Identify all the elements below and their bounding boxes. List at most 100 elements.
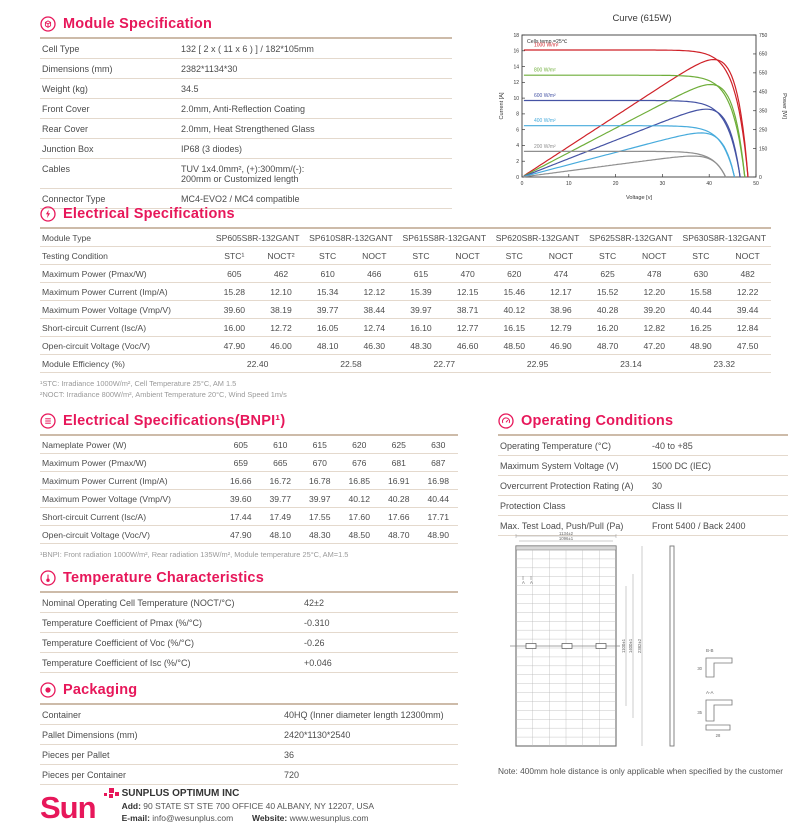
row-label: Module Efficiency (%) (40, 354, 211, 373)
table-row: Container 40HQ (Inner diameter length 123… (40, 704, 458, 725)
table-row: Pieces per Container 720 (40, 764, 458, 785)
row-value: 16.78 (300, 471, 340, 490)
module-name: SP615S8R-132GANT (397, 228, 491, 247)
stc-value: 39.60 (211, 300, 258, 319)
row-value: 30 (650, 475, 788, 496)
stc-value: 39.97 (397, 300, 445, 319)
table-row: Junction Box IP68 (3 diodes) (40, 138, 452, 159)
section-electrical-bnpi: Electrical Specifications(BNPI¹) Namepla… (40, 413, 458, 560)
noct-value: 12.10 (257, 282, 305, 301)
row-value: 34.5 (179, 78, 452, 99)
row-value: 620 (339, 435, 379, 454)
noct-value: 46.30 (350, 336, 398, 355)
footnote-noct: ²NOCT: Irradiance 800W/m², Ambient Tempe… (40, 390, 287, 400)
condition-header: NOCT (350, 246, 398, 265)
condition-header: STC (677, 246, 725, 265)
noct-value: 38.96 (537, 300, 585, 319)
svg-text:20: 20 (613, 181, 619, 187)
row-label: Dimensions (mm) (40, 58, 179, 79)
company-address: Add: 90 STATE ST STE 700 OFFICE 40 ALBAN… (122, 801, 374, 811)
row-value: 17.60 (339, 507, 379, 526)
column-header: Testing Condition (40, 246, 211, 265)
stc-value: 48.30 (397, 336, 445, 355)
row-label: Maximum Power Voltage (Vmp/V) (40, 489, 221, 508)
row-value: -0.26 (302, 632, 458, 653)
table-row: Rear Cover 2.0mm, Heat Strengthened Glass (40, 118, 452, 139)
row-label: Temperature Coefficient of Pmax (%/°C) (40, 612, 302, 633)
stc-value: 15.46 (490, 282, 538, 301)
noct-value: 12.12 (350, 282, 398, 301)
bnpi-footnote: ¹BNPI: Front radiation 1000W/m², Rear ra… (40, 550, 349, 559)
stc-value: 620 (490, 264, 538, 283)
row-value: Front 5400 / Back 2400 (650, 515, 788, 536)
row-label: Junction Box (40, 138, 179, 159)
efficiency-value: 22.40 (211, 354, 305, 373)
sunplus-logo: Sun (40, 788, 119, 825)
row-value: -0.310 (302, 612, 458, 633)
row-value: 16.66 (221, 471, 261, 490)
efficiency-value: 22.95 (490, 354, 585, 373)
section-electrical-specifications: Electrical Specifications Module Type SP6… (40, 206, 771, 400)
svg-text:150: 150 (759, 146, 768, 152)
noct-value: 12.84 (724, 318, 771, 337)
electrical-footnotes: ¹STC: Irradiance 1000W/m², Cell Temperat… (40, 378, 771, 400)
row-label: Cell Type (40, 38, 179, 59)
table-row: Operating Temperature (°C) -40 to +85 (498, 435, 788, 456)
section-title: Packaging (63, 682, 138, 698)
noct-value: 12.82 (630, 318, 678, 337)
table-row: Cell Type 132 [ 2 x ( 11 x 6 ) ] / 182*10… (40, 38, 452, 59)
noct-value: 39.20 (630, 300, 678, 319)
row-label: Maximum Power (Pmax/W) (40, 264, 211, 283)
condition-header: STC (304, 246, 351, 265)
row-value: TUV 1x4.0mm², (+):300mm/(-): 200mm or Cu… (179, 158, 452, 189)
row-value: 605 (221, 435, 261, 454)
row-label: Pieces per Container (40, 764, 282, 785)
section-header: Temperature Characteristics (40, 570, 458, 586)
row-value: 16.85 (339, 471, 379, 490)
stc-value: 16.00 (211, 318, 258, 337)
table-row: Temperature Coefficient of Isc (%/°C) +0.… (40, 652, 458, 673)
svg-text:10: 10 (566, 181, 572, 187)
row-label: Maximum Power (Pmax/W) (40, 453, 221, 472)
table-row: Open-circuit Voltage (Voc/V) 47.90 46.00 48… (40, 336, 771, 355)
address-value: 90 STATE ST STE 700 OFFICE 40 ALBANY, NY… (143, 801, 375, 811)
noct-value: 482 (724, 264, 771, 283)
noct-value: 12.15 (444, 282, 491, 301)
bnpi-table: Nameplate Power (W) 605 610 615 620 625 630 Max… (40, 434, 458, 544)
noct-value: 12.17 (537, 282, 585, 301)
svg-text:450: 450 (759, 90, 768, 96)
website-value[interactable]: www.wesunplus.com (289, 813, 369, 823)
chart-title: Curve (615W) (612, 13, 672, 24)
table-row: Overcurrent Protection Rating (A) 30 (498, 475, 788, 496)
row-value: 665 (260, 453, 300, 472)
email-value[interactable]: info@wesunplus.com (152, 813, 234, 823)
section-title: Module Specification (63, 16, 213, 32)
row-value: 48.90 (418, 525, 458, 544)
row-value: 17.49 (260, 507, 300, 526)
module-name: SP605S8R-132GANT (211, 228, 305, 247)
row-label: Front Cover (40, 98, 179, 119)
stc-value: 48.50 (490, 336, 538, 355)
svg-text:250: 250 (759, 127, 768, 133)
stc-value: 40.28 (584, 300, 631, 319)
row-value: 39.60 (221, 489, 261, 508)
box-icon (40, 682, 56, 698)
row-value: 16.91 (379, 471, 419, 490)
row-label: Maximum Power Current (Imp/A) (40, 282, 211, 301)
noct-value: 470 (444, 264, 491, 283)
logo-text: Sun (40, 790, 97, 825)
lightning-icon (40, 206, 56, 222)
svg-text:Current [A]: Current [A] (499, 92, 505, 119)
svg-text:2: 2 (516, 159, 519, 165)
table-row: Maximum Power Current (Imp/A) 16.66 16.72 1… (40, 471, 458, 490)
svg-text:4: 4 (516, 143, 519, 149)
address-label: Add: (121, 801, 141, 811)
stc-value: 16.25 (677, 318, 725, 337)
table-row: Maximum Power (Pmax/W) 605 462 610 466 615 470… (40, 264, 771, 283)
packaging-table: Container 40HQ (Inner diameter length 123… (40, 703, 458, 785)
row-label: Temperature Coefficient of Voc (%/°C) (40, 632, 302, 653)
row-label: Overcurrent Protection Rating (A) (498, 475, 650, 496)
svg-text:A: A (522, 580, 525, 585)
efficiency-value: 22.58 (304, 354, 398, 373)
